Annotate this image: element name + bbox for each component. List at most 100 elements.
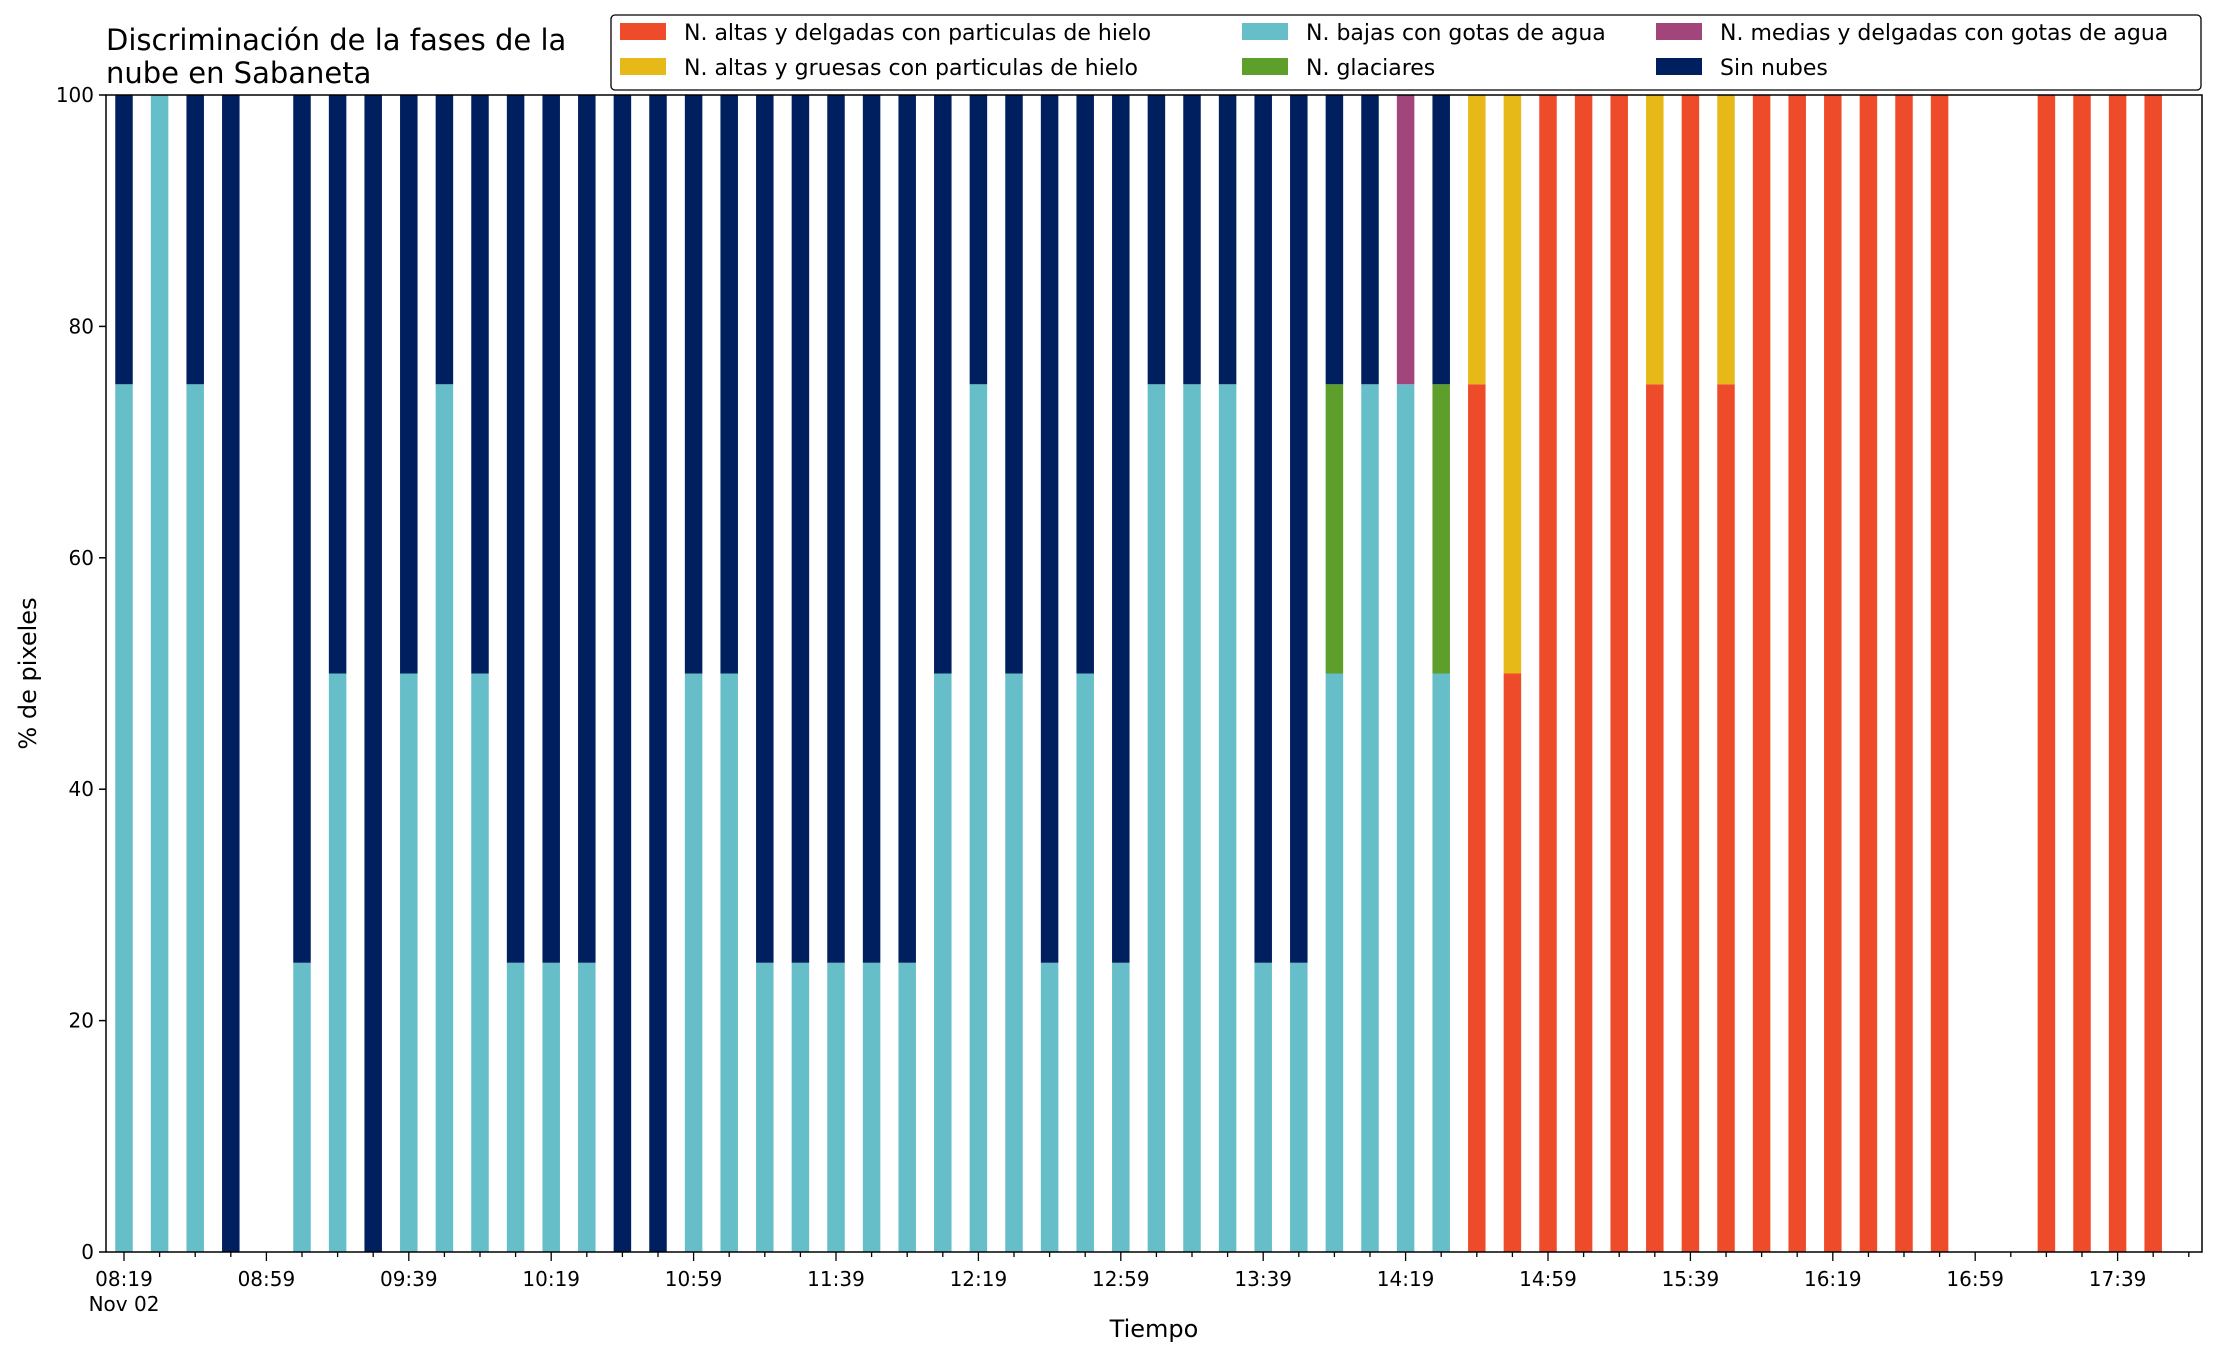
legend-swatch: [1656, 58, 1702, 75]
bar-segment: [578, 95, 596, 963]
bar-segment: [613, 95, 632, 1252]
x-tick-label: 10:19: [522, 1267, 580, 1291]
bar-segment: [720, 673, 738, 1252]
bar-segment: [1396, 384, 1415, 1252]
x-tick-label: 17:39: [2089, 1267, 2147, 1291]
legend-entry: N. medias y delgadas con gotas de agua: [1720, 21, 2168, 46]
bar-segment: [862, 962, 881, 1252]
legend-swatch: [1242, 23, 1288, 40]
y-axis-label: % de pixeles: [14, 597, 42, 749]
bar-segment: [1503, 673, 1522, 1252]
bar-segment: [1325, 673, 1344, 1252]
x-tick-label: 08:59: [238, 1267, 296, 1291]
x-axis: 08:19 08:59 09:39 10:19 10:59 11:39 12:19 12:59…: [89, 1252, 2190, 1316]
bar-segment: [791, 95, 810, 963]
y-tick-label: 60: [69, 546, 94, 570]
bar-segment: [1717, 384, 1735, 1252]
bar-segment: [1539, 95, 1557, 1252]
bar-segment: [2144, 95, 2162, 1252]
bar-segment: [1432, 673, 1450, 1252]
y-tick-label: 40: [69, 777, 94, 801]
y-tick-label: 80: [69, 314, 94, 338]
x-tick-label: 16:59: [1946, 1267, 2004, 1291]
x-tick-label: 14:19: [1377, 1267, 1435, 1291]
bar-segment: [400, 673, 418, 1252]
bar-segment: [435, 95, 454, 385]
y-tick-label: 0: [81, 1240, 94, 1264]
bar-segment: [1290, 962, 1308, 1252]
bar-segment: [969, 384, 988, 1252]
bar-segment: [898, 95, 916, 963]
legend-entry: N. bajas con gotas de agua: [1306, 21, 1606, 46]
bar-segment: [1681, 95, 1700, 1252]
bar-segment: [1468, 95, 1486, 385]
bar-segment: [1147, 95, 1166, 385]
x-tick-label: 12:19: [950, 1267, 1008, 1291]
legend: N. altas y delgadas con particulas de hi…: [610, 14, 2202, 91]
bar-segment: [115, 384, 133, 1252]
bar-segment: [1076, 95, 1094, 674]
bar-segment: [1859, 95, 1878, 1252]
bar-segment: [934, 673, 952, 1252]
bar-stacks: [115, 95, 2162, 1252]
bar-segment: [1147, 384, 1166, 1252]
bar-segment: [1468, 384, 1486, 1252]
bar-segment: [1930, 95, 1949, 1252]
bar-segment: [649, 95, 667, 1252]
bar-segment: [1646, 384, 1664, 1252]
bar-segment: [542, 962, 560, 1252]
x-tick-label: 10:59: [665, 1267, 723, 1291]
x-axis-label: Tiempo: [1109, 1315, 1199, 1343]
bar-segment: [827, 95, 845, 963]
x-tick-label: 08:19: [95, 1267, 153, 1291]
bar-segment: [1005, 95, 1023, 674]
bar-segment: [1610, 95, 1628, 1252]
x-tick-label: 09:39: [380, 1267, 438, 1291]
bar-segment: [2108, 95, 2127, 1252]
bar-segment: [1325, 384, 1344, 674]
bar-segment: [1183, 95, 1201, 385]
legend-swatch: [620, 58, 666, 75]
bar-segment: [1218, 95, 1237, 385]
bar-segment: [1788, 95, 1806, 1252]
legend-frame: [610, 14, 2202, 91]
bar-segment: [1432, 384, 1450, 674]
bar-segment: [1254, 95, 1272, 963]
bar-segment: [827, 962, 845, 1252]
legend-entry: N. glaciares: [1306, 56, 1435, 81]
bar-segment: [1040, 962, 1059, 1252]
bar-segment: [364, 95, 382, 1252]
bar-segment: [684, 95, 703, 674]
bar-segment: [1396, 95, 1415, 385]
bar-segment: [1254, 962, 1272, 1252]
legend-swatch: [1242, 58, 1288, 75]
bar-segment: [1432, 95, 1450, 385]
bar-segment: [934, 95, 952, 674]
bar-segment: [1290, 95, 1308, 963]
x-tick-label: 14:59: [1519, 1267, 1577, 1291]
bar-segment: [1112, 95, 1130, 963]
bar-segment: [1076, 673, 1094, 1252]
bar-segment: [1574, 95, 1593, 1252]
x-tick-label: 13:39: [1234, 1267, 1292, 1291]
legend-entry: Sin nubes: [1720, 56, 1828, 81]
bar-segment: [2073, 95, 2091, 1252]
bar-segment: [1112, 962, 1130, 1252]
bar-segment: [791, 962, 810, 1252]
bar-segment: [328, 95, 347, 674]
x-tick-label: 15:39: [1662, 1267, 1720, 1291]
bar-segment: [186, 95, 204, 385]
bar-segment: [293, 962, 311, 1252]
bar-segment: [471, 95, 489, 674]
bar-segment: [2037, 95, 2056, 1252]
y-tick-label: 20: [69, 1009, 94, 1033]
bar-segment: [1361, 384, 1379, 1252]
legend-swatch: [620, 23, 666, 40]
bar-segment: [471, 673, 489, 1252]
bar-segment: [435, 384, 454, 1252]
bar-segment: [1005, 673, 1023, 1252]
bar-segment: [862, 95, 881, 963]
bar-segment: [1361, 95, 1379, 385]
bar-segment: [150, 95, 169, 1252]
